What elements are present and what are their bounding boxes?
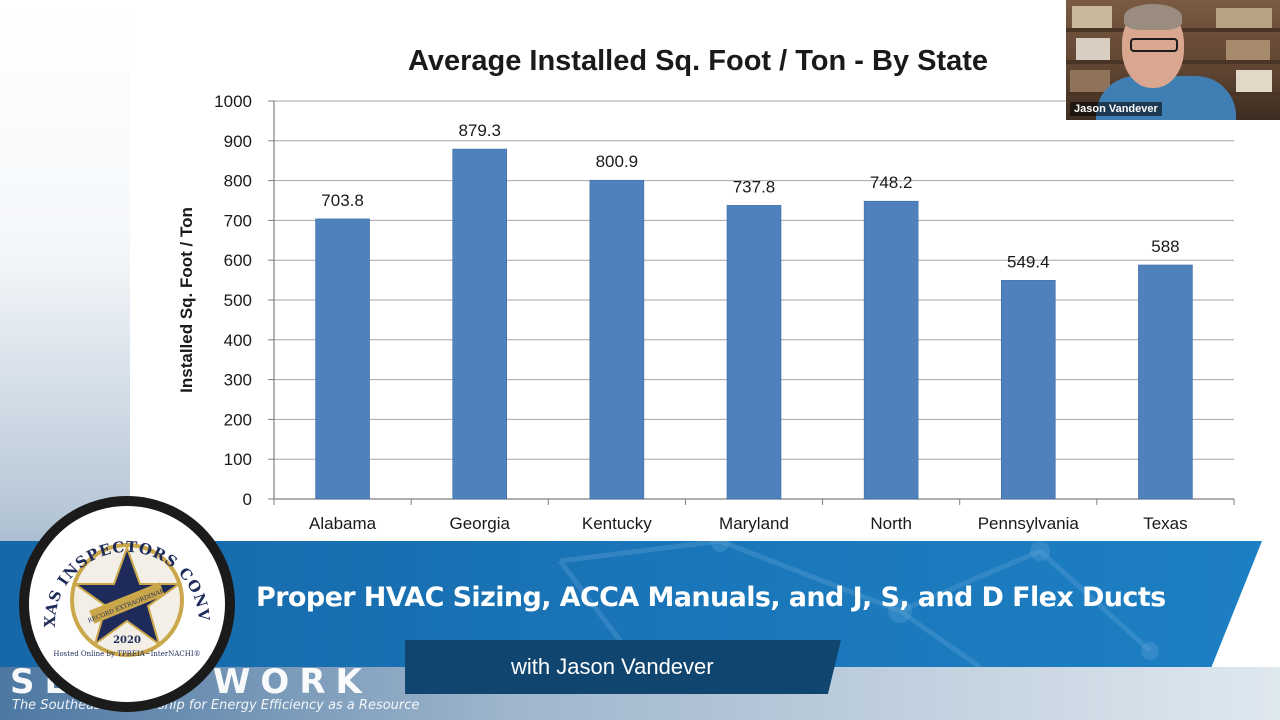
y-tick-label: 1000	[214, 92, 252, 111]
data-label: 800.9	[596, 152, 639, 171]
presenter-subbar	[405, 640, 841, 694]
y-tick-label: 700	[224, 211, 252, 230]
y-tick-label: 600	[224, 251, 252, 270]
presenter-subtitle: with Jason Vandever	[511, 654, 714, 679]
badge-year: 2020	[113, 635, 141, 646]
y-tick-label: 0	[243, 490, 252, 509]
y-tick-label: 500	[224, 291, 252, 310]
presenter-hair	[1124, 4, 1182, 30]
bar-north	[863, 200, 919, 500]
y-tick-label: 900	[224, 132, 252, 151]
data-label: 588	[1151, 237, 1179, 256]
y-tick-label: 800	[224, 172, 252, 191]
data-label: 549.4	[1007, 252, 1050, 271]
badge-hosted-text: Hosted Online by TPREIA~InterNACHI®	[53, 650, 200, 658]
convention-badge: RECORD EXTRAORDINARY THE TEXAS INSPECTOR…	[19, 496, 235, 712]
webcam-feed: Jason Vandever	[1066, 0, 1280, 120]
bar-chart: Average Installed Sq. Foot / Ton - By St…	[177, 45, 1235, 533]
network-graphic	[558, 541, 1159, 667]
bar-maryland	[726, 205, 782, 500]
x-tick-label: Kentucky	[582, 514, 652, 533]
y-tick-label: 300	[224, 371, 252, 390]
x-tick-label: Georgia	[449, 514, 510, 533]
bar-georgia	[452, 148, 508, 500]
data-label: 748.2	[870, 173, 913, 192]
session-title: Proper HVAC Sizing, ACCA Manuals, and J,…	[256, 582, 1166, 613]
x-tick-label: North	[870, 514, 912, 533]
bar-pennsylvania	[1000, 280, 1056, 500]
y-tick-label: 100	[224, 450, 252, 469]
y-axis-label: Installed Sq. Foot / Ton	[177, 207, 196, 393]
y-tick-label: 400	[224, 331, 252, 350]
data-label: 703.8	[321, 191, 364, 210]
x-tick-label: Pennsylvania	[978, 514, 1080, 533]
data-label: 737.8	[733, 177, 776, 196]
glasses-icon	[1130, 38, 1178, 52]
webcam-name-label: Jason Vandever	[1070, 102, 1162, 116]
y-tick-label: 200	[224, 410, 252, 429]
x-tick-label: Alabama	[309, 514, 377, 533]
bar-texas	[1138, 264, 1193, 500]
chart-title: Average Installed Sq. Foot / Ton - By St…	[408, 45, 988, 77]
x-tick-label: Texas	[1143, 514, 1187, 533]
bar-alabama	[315, 218, 370, 500]
bar-kentucky	[589, 179, 645, 500]
data-label: 879.3	[458, 121, 501, 140]
x-tick-label: Maryland	[719, 514, 789, 533]
